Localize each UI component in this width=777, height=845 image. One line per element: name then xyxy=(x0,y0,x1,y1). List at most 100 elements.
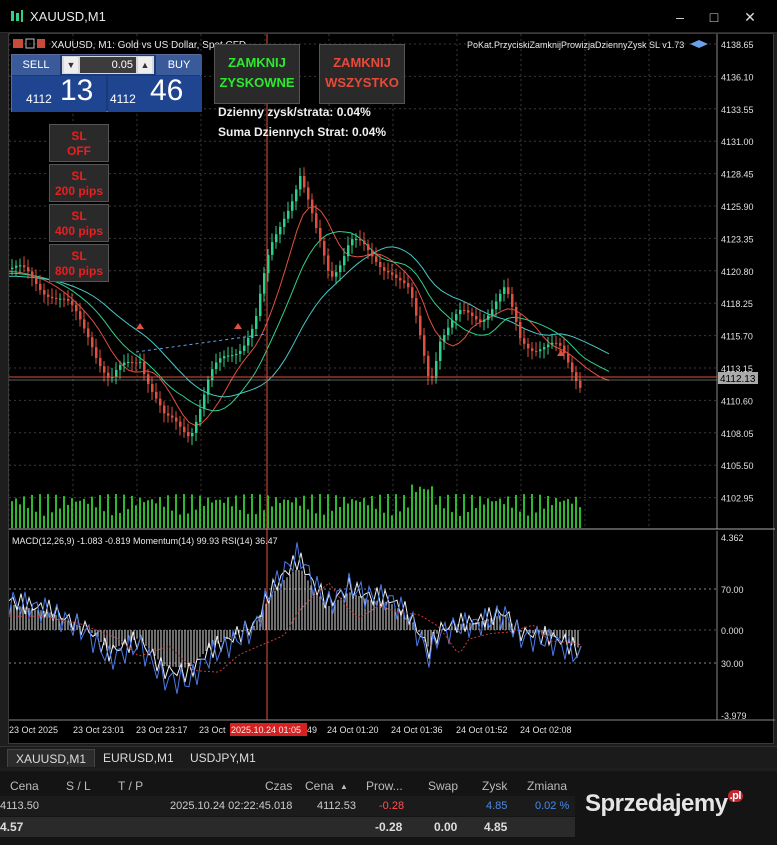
time-tick-label: 49 xyxy=(307,725,317,735)
lot-input[interactable]: 0.05 xyxy=(80,57,136,73)
lot-decrease-button[interactable]: ▼ xyxy=(64,57,78,73)
volume-bar xyxy=(275,497,277,528)
volume-bar xyxy=(23,496,25,528)
tab-usdjpy[interactable]: USDJPY,M1 xyxy=(190,751,256,765)
candle-body xyxy=(179,421,182,427)
volume-bar xyxy=(495,501,497,528)
candle-body xyxy=(235,353,238,356)
volume-bar xyxy=(311,494,313,528)
col-commission[interactable]: Prow... xyxy=(366,779,403,793)
price-chart[interactable]: 4138.65 4136.10 4133.55 4131.00 4128.45 4125.… xyxy=(8,34,775,745)
buy-price-button[interactable]: 4112 46 xyxy=(108,74,202,112)
close-profitable-line1: ZAMKNIJ xyxy=(228,55,286,70)
candle-body xyxy=(451,320,454,328)
volume-bar xyxy=(543,508,545,528)
volume-bar xyxy=(155,503,157,528)
tab-eurusd[interactable]: EURUSD,M1 xyxy=(103,751,174,765)
col-sl[interactable]: S / L xyxy=(66,779,91,793)
candle-body xyxy=(123,362,126,366)
window-title: XAUUSD,M1 xyxy=(30,9,106,24)
volume-bar xyxy=(255,514,257,528)
candle-body xyxy=(195,422,198,433)
tab-xauusd[interactable]: XAUUSD,M1 xyxy=(7,749,96,767)
candle-body xyxy=(355,239,358,241)
sl-button-label: 200 pips xyxy=(54,184,104,198)
volume-bar xyxy=(563,500,565,528)
sell-price-button[interactable]: 4112 13 xyxy=(12,74,106,112)
candle-body xyxy=(307,187,310,200)
candle-body xyxy=(531,348,534,351)
buy-price-digits: 46 xyxy=(150,74,184,107)
candle-body xyxy=(375,256,378,262)
candle-body xyxy=(567,353,570,363)
sl-button-2[interactable]: SL 400 pips xyxy=(49,204,109,242)
price-tick-label: 4108.05 xyxy=(721,429,754,439)
candle-body xyxy=(563,345,566,354)
row-time: 2025.10.24 02:22:45.018 xyxy=(170,800,293,812)
volume-bar xyxy=(487,498,489,528)
volume-bar xyxy=(447,494,449,528)
candle-body xyxy=(251,328,254,338)
close-all-button[interactable]: ZAMKNIJ WSZYSTKO xyxy=(319,44,405,104)
volume-bar xyxy=(11,501,13,528)
table-row[interactable] xyxy=(0,796,575,816)
buy-button[interactable]: BUY xyxy=(156,55,202,75)
col-change[interactable]: Zmiana xyxy=(527,779,568,793)
candle-body xyxy=(347,245,350,257)
col-time[interactable]: Czas xyxy=(265,779,293,793)
candle-body xyxy=(471,312,474,317)
candle-body xyxy=(135,362,138,364)
candle-body xyxy=(539,349,542,352)
volume-bar xyxy=(287,500,289,528)
volume-bar xyxy=(203,505,205,528)
maximize-button[interactable]: □ xyxy=(709,9,719,25)
sl-button-1[interactable]: SL 200 pips xyxy=(49,164,109,202)
sell-button[interactable]: SELL xyxy=(12,55,60,75)
close-profitable-button[interactable]: ZAMKNIJ ZYSKOWNE xyxy=(214,44,300,104)
candle-body xyxy=(171,415,174,418)
sell-price-digits: 13 xyxy=(60,74,94,107)
volume-bar xyxy=(67,504,69,528)
volume-bar xyxy=(107,494,109,528)
candle-body xyxy=(163,405,166,414)
lot-increase-button[interactable]: ▲ xyxy=(138,57,152,73)
candle-body xyxy=(187,432,190,437)
candle-body xyxy=(199,408,202,423)
candle-body xyxy=(367,244,370,251)
lot-stepper[interactable]: ▼ 0.05 ▲ xyxy=(62,56,154,74)
col-price[interactable]: Cena xyxy=(305,779,334,793)
candle-body xyxy=(319,227,322,241)
volume-bar xyxy=(83,498,85,528)
volume-bar xyxy=(235,495,237,528)
current-price-label: 4112.13 xyxy=(720,374,756,385)
sl-button-3[interactable]: SL 800 pips xyxy=(49,244,109,282)
close-button[interactable]: ✕ xyxy=(744,9,756,25)
price-tick-label: 4125.90 xyxy=(721,202,754,212)
candle-body xyxy=(287,210,290,219)
sl-button-0[interactable]: SL OFF xyxy=(49,124,109,162)
candle-body xyxy=(51,296,54,299)
col-swap[interactable]: Swap xyxy=(428,779,459,793)
chart-window[interactable]: 4138.65 4136.10 4133.55 4131.00 4128.45 4125.… xyxy=(8,33,775,745)
candle-body xyxy=(331,270,334,277)
candle-body xyxy=(263,273,266,294)
volume-bar xyxy=(231,506,233,528)
col-price-open[interactable]: Cena xyxy=(10,779,39,793)
candle-body xyxy=(131,361,134,363)
minimize-button[interactable]: – xyxy=(676,9,684,25)
volume-bar xyxy=(499,498,501,528)
row-price: 4112.53 xyxy=(317,800,356,812)
volume-bar xyxy=(415,492,417,528)
volume-bar xyxy=(555,498,557,528)
volume-bar xyxy=(91,496,93,528)
candle-body xyxy=(203,394,206,409)
trade-marker-icon xyxy=(136,323,144,329)
volume-bar xyxy=(475,508,477,528)
price-tick-label: 4128.45 xyxy=(721,170,754,180)
col-profit[interactable]: Zysk xyxy=(482,779,508,793)
candle-body xyxy=(271,242,274,255)
volume-bar xyxy=(167,495,169,528)
volume-bar xyxy=(159,496,161,528)
volume-bar xyxy=(539,494,541,528)
col-tp[interactable]: T / P xyxy=(118,779,144,793)
